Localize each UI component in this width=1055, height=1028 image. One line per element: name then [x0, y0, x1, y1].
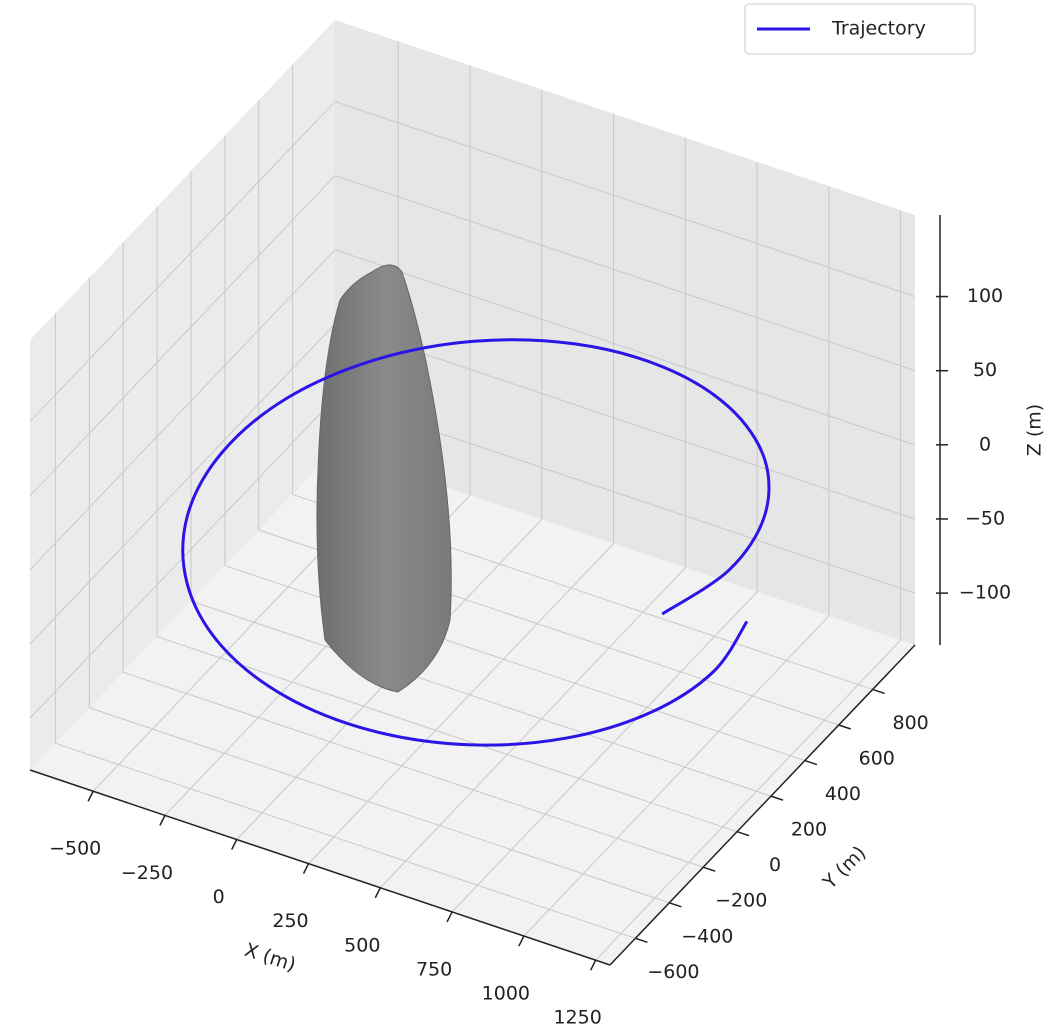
tick-mark — [872, 688, 885, 695]
tick-mark — [838, 724, 851, 730]
tick-mark — [302, 863, 310, 874]
z-tick-label: −50 — [965, 507, 1005, 529]
z-axis-label: Z (m) — [1024, 404, 1046, 456]
grid-line — [156, 636, 738, 833]
y-tick-label: 800 — [893, 712, 929, 734]
grid-line — [190, 600, 772, 797]
grid-line — [55, 742, 636, 939]
grid-line — [334, 249, 916, 446]
tick-mark — [159, 815, 166, 826]
x-tick-label: 0 — [213, 886, 225, 908]
x-tick-label: 750 — [416, 958, 452, 980]
z-tick-label: −100 — [959, 582, 1011, 604]
tick-mark — [635, 937, 648, 944]
y-tick-label: −400 — [681, 925, 733, 947]
y-tick-label: 200 — [791, 819, 827, 841]
x-tick-label: 500 — [344, 934, 380, 956]
x-tick-label: −500 — [49, 838, 101, 860]
trajectory-line — [181, 338, 771, 747]
grid-line — [379, 567, 686, 889]
axes: −500−250025050075010001250−600−400−20002… — [29, 215, 1011, 1028]
y-axis-label: Y (m) — [818, 842, 870, 894]
grid-line — [29, 175, 336, 497]
tick-mark — [231, 839, 238, 850]
axis-line — [609, 644, 916, 966]
y-tick-label: 400 — [825, 783, 861, 805]
x-tick-label: 250 — [272, 910, 308, 932]
grid-line — [334, 323, 916, 520]
tick-mark — [669, 902, 682, 908]
grid-line — [334, 175, 916, 372]
y-tick-label: 600 — [859, 748, 895, 770]
grid-line — [89, 707, 670, 904]
z-tick-label: 0 — [979, 433, 991, 455]
legend-label: Trajectory — [831, 18, 926, 40]
grid-line — [29, 249, 336, 571]
x-tick-label: 1250 — [553, 1007, 601, 1028]
grid-line — [29, 101, 336, 422]
grid-line — [334, 101, 916, 298]
z-tick-label: 50 — [973, 359, 997, 381]
y-tick-label: −600 — [647, 961, 699, 983]
floor-pane — [30, 450, 915, 965]
tick-mark — [702, 866, 716, 872]
tick-mark — [770, 795, 784, 801]
x-axis-label: X (m) — [242, 939, 299, 976]
grid-line — [451, 591, 758, 913]
tick-mark — [589, 959, 597, 971]
x-tick-label: 1000 — [482, 983, 530, 1005]
grid-line — [523, 615, 830, 937]
z-tick-label: 100 — [967, 285, 1003, 307]
y-tick-label: −200 — [715, 890, 767, 912]
tick-mark — [87, 790, 94, 802]
tick-mark — [736, 830, 750, 837]
y-tick-label: 0 — [769, 854, 781, 876]
tick-mark — [374, 887, 381, 899]
plot-area — [181, 338, 771, 747]
legend: Trajectory — [744, 3, 976, 55]
tick-mark — [446, 911, 453, 923]
grid-line — [29, 323, 336, 645]
axis-line — [29, 769, 611, 966]
tick-mark — [804, 759, 818, 766]
grid-line — [595, 639, 902, 961]
grid-line — [123, 671, 704, 868]
tick-mark — [518, 935, 525, 947]
grid-line — [308, 543, 614, 864]
x-tick-label: −250 — [121, 862, 173, 884]
panes — [30, 20, 915, 965]
legend-box — [744, 3, 976, 55]
